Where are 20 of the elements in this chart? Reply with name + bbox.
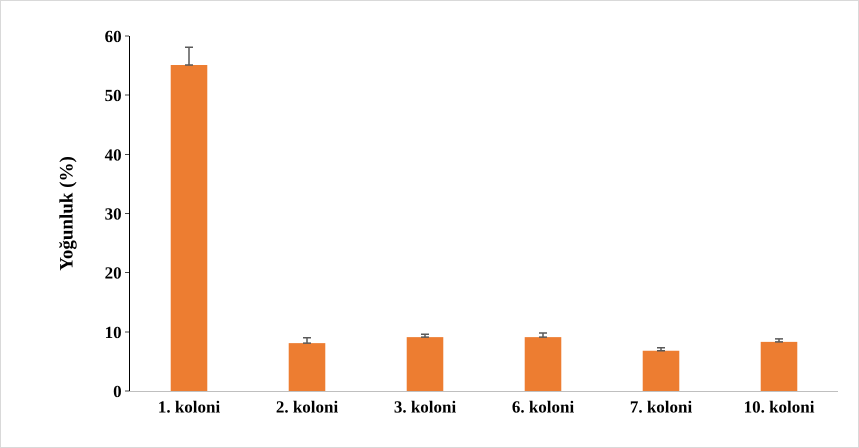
x-tick-label: 6. koloni [512, 397, 574, 416]
y-tick-label: 40 [104, 145, 122, 164]
y-tick-label: 50 [104, 86, 122, 106]
x-tick-label: 3. koloni [394, 397, 456, 416]
bar [524, 337, 562, 391]
bar [170, 64, 208, 391]
y-tick-label: 60 [104, 26, 122, 46]
y-axis-title: Yoğunluk (%) [56, 156, 78, 271]
x-tick-label: 1. koloni [158, 397, 220, 416]
x-tick-label: 10. koloni [744, 397, 815, 416]
y-tick-label: 30 [104, 204, 122, 224]
y-tick-label: 0 [113, 382, 122, 401]
bar [288, 343, 326, 391]
bar [406, 337, 444, 391]
y-tick-label: 20 [104, 264, 122, 283]
bar [642, 350, 680, 391]
x-tick-label: 2. koloni [276, 397, 338, 416]
y-tick-label: 10 [104, 322, 122, 342]
x-tick-label: 7. koloni [630, 397, 692, 416]
bar [760, 342, 798, 391]
